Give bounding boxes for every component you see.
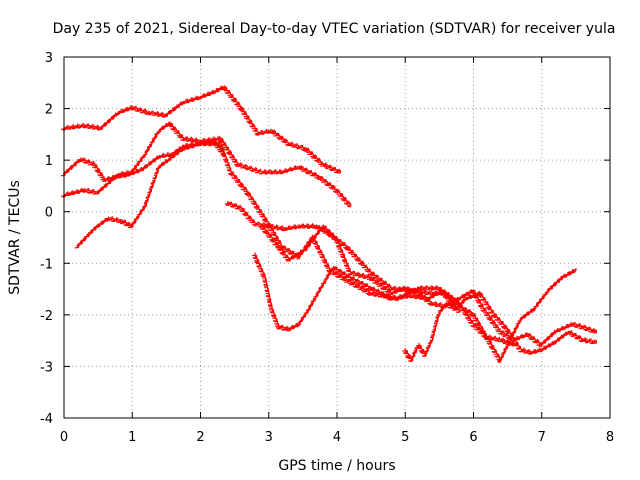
chart-title: Day 235 of 2021, Sidereal Day-to-day VTE… [53, 21, 616, 37]
grid-lines [64, 57, 610, 418]
x-tick-label: 2 [196, 430, 204, 445]
series-track-1 [61, 85, 341, 174]
x-tick-label: 1 [128, 430, 136, 445]
x-tick-label: 5 [401, 430, 409, 445]
y-tick-label: -4 [40, 412, 53, 427]
y-tick-label: -3 [40, 360, 53, 375]
x-tick-label: 6 [469, 430, 477, 445]
series-marks [61, 85, 341, 174]
series-track-3 [61, 121, 352, 208]
y-tick-label: 1 [45, 154, 53, 169]
series-track-7 [252, 252, 577, 363]
x-tick-label: 3 [265, 430, 273, 445]
series-marks [61, 121, 352, 208]
x-axis-label: GPS time / hours [278, 458, 395, 474]
y-axis-label: SDTVAR / TECUs [7, 180, 23, 295]
series-marks [402, 290, 597, 362]
y-tick-label: 2 [45, 103, 53, 118]
y-tick-label: 3 [45, 51, 53, 66]
series-marks [252, 252, 577, 363]
x-tick-label: 0 [60, 430, 68, 445]
x-tick-label: 4 [333, 430, 341, 445]
x-tick-label: 7 [538, 430, 546, 445]
axis-ticks: 0 1 2 3 4 5 6 7 8 -4 -3 -2 -1 0 1 2 3 [40, 51, 614, 445]
data-points [61, 85, 597, 363]
y-tick-label: 0 [45, 206, 53, 221]
y-tick-label: -1 [40, 257, 53, 272]
x-tick-label: 8 [606, 430, 614, 445]
series-track-8 [402, 290, 597, 362]
y-tick-label: -2 [40, 309, 53, 324]
